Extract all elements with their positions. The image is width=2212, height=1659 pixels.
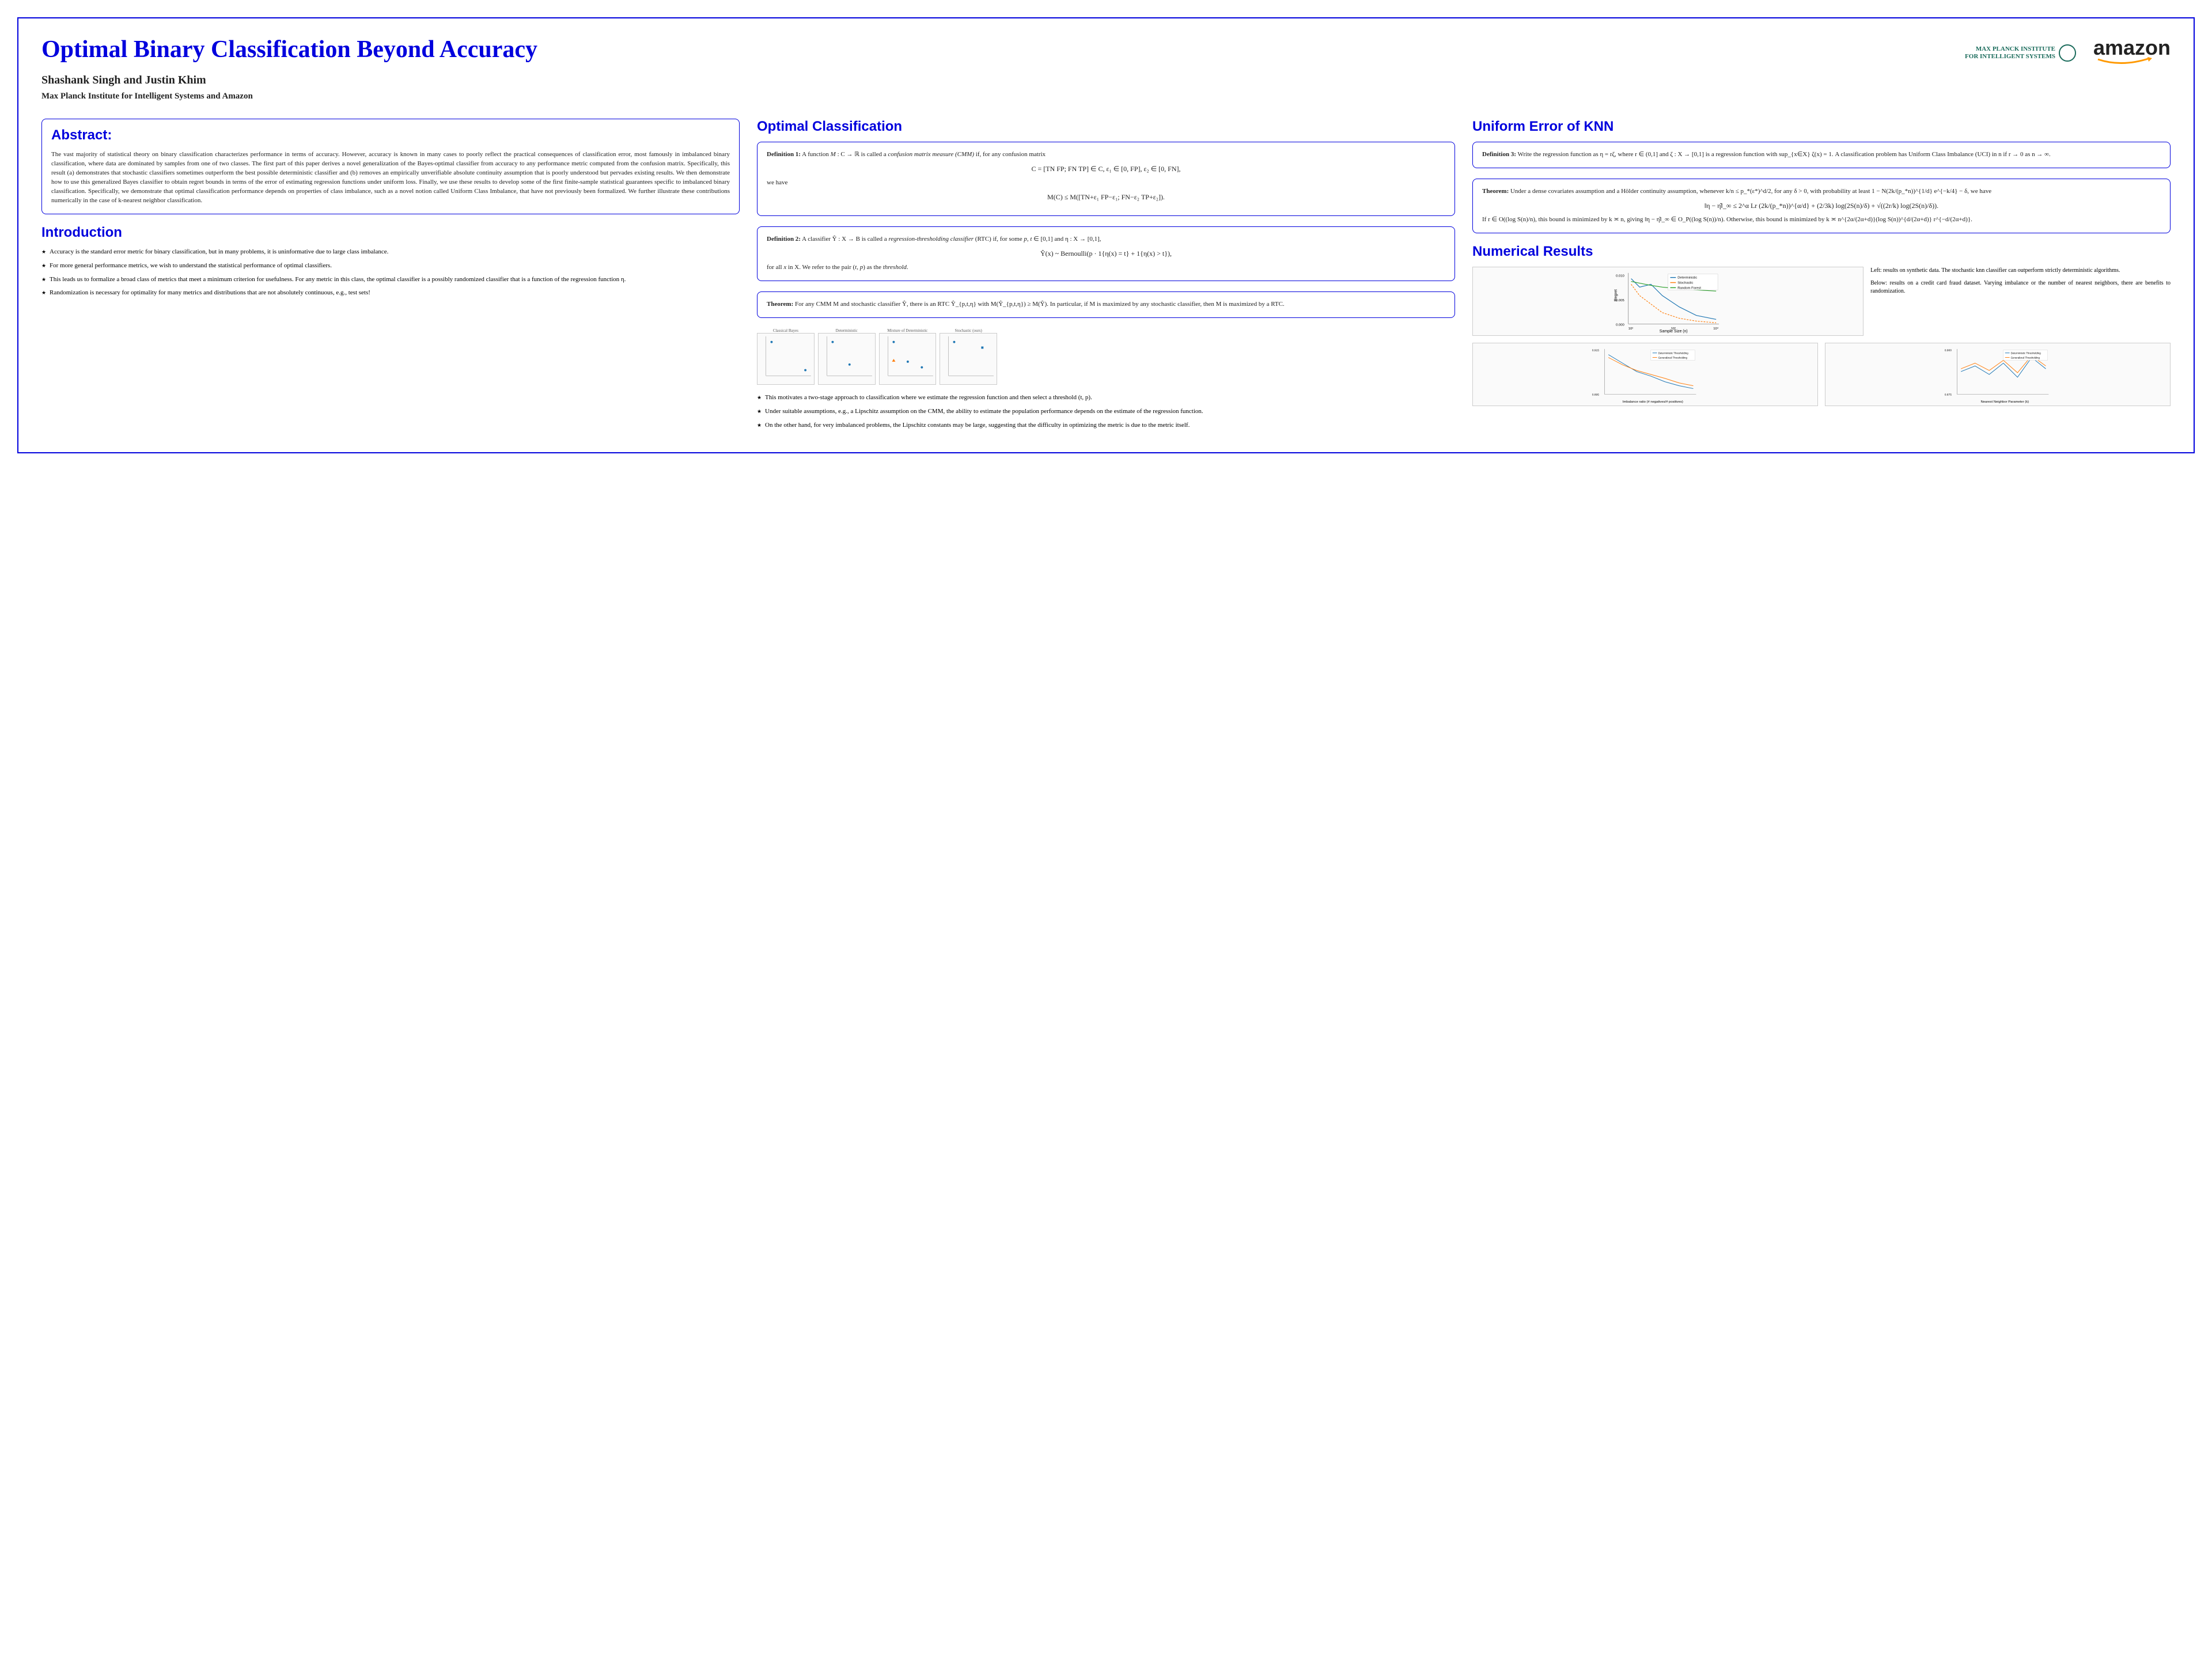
- page-title: Optimal Binary Classification Beyond Acc…: [41, 36, 1965, 63]
- svg-text:10²: 10²: [1628, 327, 1634, 331]
- col-1: Abstract: The vast majority of statistic…: [41, 119, 740, 435]
- list-item: For more general performance metrics, we…: [41, 262, 740, 271]
- def3-text: Write the regression function as η = rζ,…: [1518, 151, 2051, 158]
- chart-title: Mixture of Deterministic: [879, 328, 937, 333]
- def2-box: Definition 2: A classifier Ŷ : X → B is …: [757, 226, 1455, 281]
- svg-text:0.895: 0.895: [1592, 393, 1600, 397]
- optclass-list: This motivates a two-stage approach to c…: [757, 393, 1455, 430]
- list-item: This motivates a two-stage approach to c…: [757, 393, 1455, 403]
- knn-chart: Nearest Neighbor Parameter (k) 0.875 0.9…: [1825, 343, 2171, 406]
- mini-chart: [757, 333, 815, 385]
- list-item: Randomization is necessary for optimalit…: [41, 289, 740, 298]
- thm2-text: Under a dense covariates assumption and …: [1510, 188, 1991, 195]
- def1-text: A function M : C → ℝ is called a confusi…: [802, 151, 1046, 158]
- intro-list: Accuracy is the standard error metric fo…: [41, 248, 740, 298]
- def1-wehave: we have: [767, 179, 787, 186]
- imbalance-chart: Imbalance ratio (# negatives/# positives…: [1472, 343, 1818, 406]
- optclass-title: Optimal Classification: [757, 119, 1455, 135]
- svg-text:Deterministic: Deterministic: [1677, 276, 1697, 280]
- def2-label: Definition 2:: [767, 236, 801, 243]
- def3-label: Definition 3:: [1482, 151, 1516, 158]
- numresults-title: Numerical Results: [1472, 244, 2171, 260]
- thm1-box: Theorem: For any CMM M and stochastic cl…: [757, 291, 1455, 318]
- mini-chart: [818, 333, 876, 385]
- chart-title: Stochastic (ours): [940, 328, 997, 333]
- def2-text: A classifier Ŷ : X → B is called a regre…: [802, 236, 1101, 243]
- header: Optimal Binary Classification Beyond Acc…: [41, 36, 2171, 101]
- list-item: Accuracy is the standard error metric fo…: [41, 248, 740, 257]
- mpi-line2: FOR INTELLIGENT SYSTEMS: [1965, 53, 2055, 60]
- thm1-text: For any CMM M and stochastic classifier …: [795, 301, 1285, 308]
- results-text1: Left: results on synthetic data. The sto…: [1870, 267, 2171, 275]
- mini-chart: [940, 333, 997, 385]
- mini-chart-wrap: Mixture of Deterministic: [879, 328, 937, 388]
- thm2-math: ‖η − η̂‖_∞ ≤ 2^α Lr (2k/(p_*n))^{α/d} + …: [1482, 201, 2161, 211]
- regret-chart: Regret Sample Size (n) 0.000 0.005 0.010…: [1472, 267, 1863, 336]
- def3-box: Definition 3: Write the regression funct…: [1472, 142, 2171, 168]
- mini-chart-wrap: Deterministic: [818, 328, 876, 388]
- svg-text:Stochastic: Stochastic: [1677, 282, 1693, 285]
- svg-text:10³: 10³: [1671, 327, 1676, 331]
- mini-chart: [879, 333, 937, 385]
- thm2-label: Theorem:: [1482, 188, 1509, 195]
- results-top: Regret Sample Size (n) 0.000 0.005 0.010…: [1472, 267, 2171, 336]
- def2-math: Ŷ(x) ~ Bernoulli(p · 1{η(x) = t} + 1{η(x…: [767, 249, 1445, 259]
- minerva-icon: [2059, 44, 2076, 62]
- header-left: Optimal Binary Classification Beyond Acc…: [41, 36, 1965, 101]
- results-bottom: Imbalance ratio (# negatives/# positives…: [1472, 343, 2171, 406]
- abstract-box: Abstract: The vast majority of statistic…: [41, 119, 740, 214]
- svg-text:Imbalance ratio (# negatives/#: Imbalance ratio (# negatives/# positives…: [1623, 400, 1683, 404]
- svg-text:10⁴: 10⁴: [1713, 327, 1719, 331]
- uniform-title: Uniform Error of KNN: [1472, 119, 2171, 135]
- authors: Shashank Singh and Justin Khim: [41, 74, 1965, 87]
- def1-box: Definition 1: A function M : C → ℝ is ca…: [757, 142, 1455, 216]
- amazon-logo: amazon: [2093, 36, 2171, 70]
- results-text: Left: results on synthetic data. The sto…: [1870, 267, 2171, 336]
- svg-text:Nearest Neighbor Parameter (k): Nearest Neighbor Parameter (k): [1981, 400, 2029, 404]
- svg-text:0.875: 0.875: [1945, 393, 1952, 397]
- mini-chart-wrap: Classical Bayes: [757, 328, 815, 388]
- logos: MAX PLANCK INSTITUTE FOR INTELLIGENT SYS…: [1965, 36, 2171, 70]
- svg-text:Generalized Thresholding: Generalized Thresholding: [1658, 357, 1688, 359]
- abstract-text: The vast majority of statistical theory …: [51, 150, 730, 206]
- abstract-title: Abstract:: [51, 127, 730, 143]
- results-text2: Below: results on a credit card fraud da…: [1870, 279, 2171, 296]
- svg-text:0.000: 0.000: [1616, 323, 1624, 327]
- poster-container: Optimal Binary Classification Beyond Acc…: [17, 17, 2195, 453]
- chart-title: Deterministic: [818, 328, 876, 333]
- col-2: Optimal Classification Definition 1: A f…: [757, 119, 1455, 435]
- optclass-charts: Classical Bayes Deterministic: [757, 328, 1455, 388]
- list-item: This leads us to formalize a broad class…: [41, 275, 740, 285]
- def1-label: Definition 1:: [767, 151, 801, 158]
- mpi-line1: MAX PLANCK INSTITUTE: [1965, 46, 2055, 53]
- mpi-logo: MAX PLANCK INSTITUTE FOR INTELLIGENT SYS…: [1965, 44, 2076, 62]
- thm2-box: Theorem: Under a dense covariates assump…: [1472, 179, 2171, 233]
- def1-math2: M(C) ≤ M([TN+ε₁ FP−ε₁; FN−ε₂ TP+ε₂]).: [767, 192, 1445, 202]
- mini-chart-wrap: Stochastic (ours): [940, 328, 997, 388]
- svg-text:Random Forest: Random Forest: [1677, 287, 1701, 290]
- col-3: Uniform Error of KNN Definition 3: Write…: [1472, 119, 2171, 435]
- svg-text:Deterministic Thresholding: Deterministic Thresholding: [1658, 352, 1689, 355]
- svg-text:0.010: 0.010: [1616, 275, 1624, 278]
- list-item: On the other hand, for very imbalanced p…: [757, 421, 1455, 430]
- list-item: Under suitable assumptions, e.g., a Lips…: [757, 407, 1455, 416]
- thm2-post: If r ∈ O((log S(n)/n), this bound is min…: [1482, 216, 1972, 223]
- svg-text:0.900: 0.900: [1945, 349, 1952, 353]
- svg-text:Generalized Thresholding: Generalized Thresholding: [2011, 357, 2040, 359]
- affiliation: Max Planck Institute for Intelligent Sys…: [41, 92, 1965, 101]
- def2-post: for all x in X. We refer to the pair (t,…: [767, 264, 908, 271]
- columns: Abstract: The vast majority of statistic…: [41, 119, 2171, 435]
- intro-title: Introduction: [41, 225, 740, 241]
- svg-text:Deterministic Thresholding: Deterministic Thresholding: [2011, 352, 2041, 355]
- chart-title: Classical Bayes: [757, 328, 815, 333]
- svg-text:0.915: 0.915: [1592, 349, 1600, 353]
- svg-text:0.005: 0.005: [1616, 299, 1624, 302]
- thm1-label: Theorem:: [767, 301, 793, 308]
- def1-math1: C = [TN FP; FN TP] ∈ C, ε₁ ∈ [0, FP], ε₂…: [767, 164, 1445, 174]
